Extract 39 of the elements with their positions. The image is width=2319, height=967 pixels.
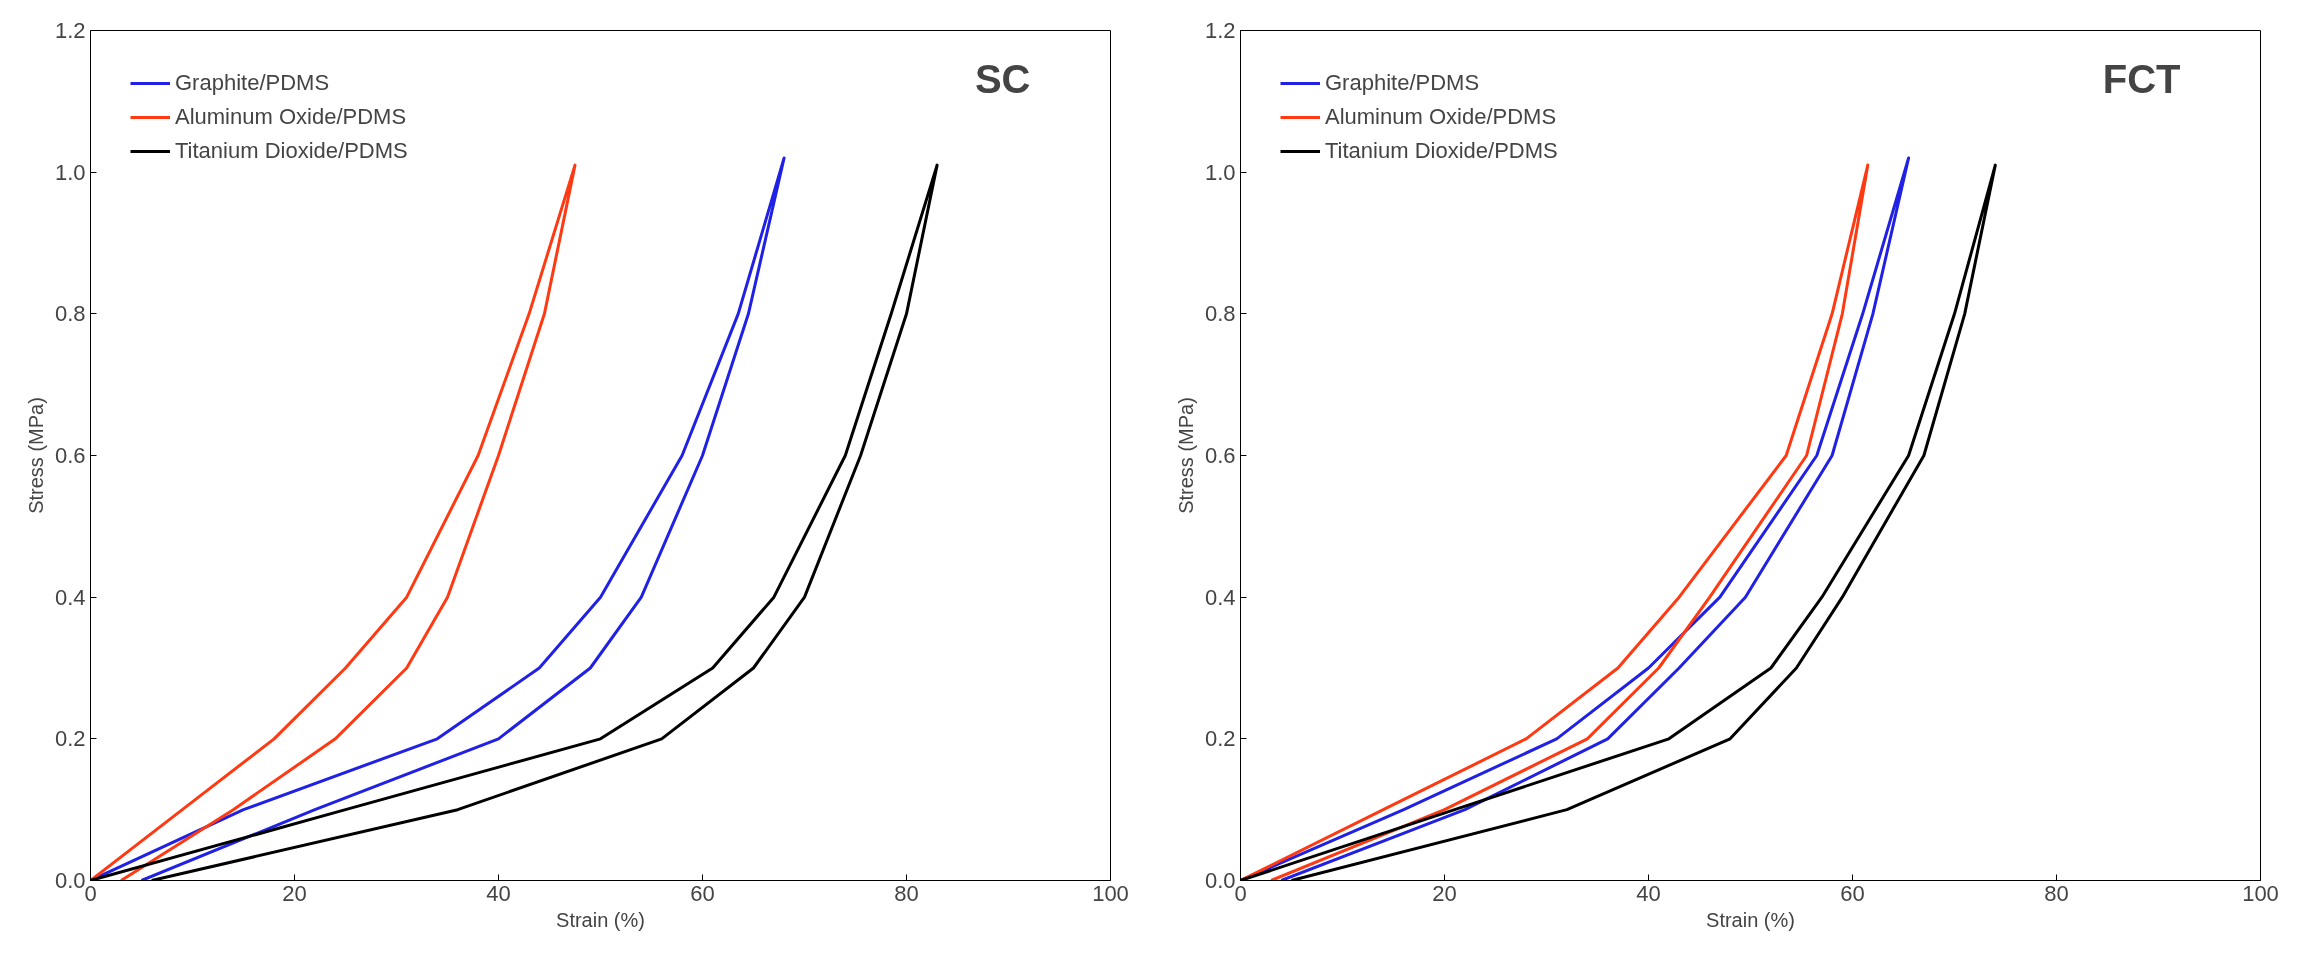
x-axis-title: Strain (%) [1706, 908, 1795, 931]
annotation: SC [974, 56, 1031, 101]
x-tick-label: 100 [1092, 880, 1129, 906]
x-tick-label: 0 [84, 880, 97, 906]
x-tick-label: 60 [1840, 880, 1865, 906]
y-tick-label: 0.8 [54, 301, 86, 327]
legend-label: Graphite/PDMS [1325, 70, 1480, 96]
x-axis-title: Strain (%) [556, 908, 645, 931]
x-tick-label: 40 [1636, 880, 1661, 906]
y-tick-label: 0.6 [1204, 443, 1236, 468]
annotation: FCT [2102, 56, 2181, 101]
y-tick-label: 0.0 [1204, 868, 1236, 893]
legend-label: Aluminum Oxide/PDMS [1325, 104, 1557, 130]
y-tick-label: 1.2 [54, 18, 86, 43]
x-tick-label: 20 [282, 880, 307, 906]
y-tick-label: 0.4 [1204, 584, 1236, 610]
x-tick-label: 60 [690, 880, 715, 906]
x-tick-label: 80 [2044, 880, 2069, 906]
x-tick-label: 40 [486, 880, 511, 906]
y-tick-label: 1.0 [54, 159, 86, 185]
y-tick-label: 0.6 [54, 443, 86, 468]
y-axis-title: Stress (MPa) [24, 397, 47, 514]
line-series [90, 163, 577, 881]
y-tick-label: 1.0 [1204, 159, 1236, 185]
y-tick-label: 0.8 [1204, 301, 1236, 327]
x-tick-label: 0 [1234, 880, 1247, 906]
y-tick-label: 0.4 [54, 584, 86, 610]
legend-label: Titanium Dioxide/PDMS [175, 138, 408, 164]
legend-label: Aluminum Oxide/PDMS [175, 104, 407, 130]
y-tick-label: 0.0 [54, 868, 86, 893]
y-axis-title: Stress (MPa) [1174, 397, 1197, 514]
y-tick-label: 1.2 [1204, 18, 1236, 43]
y-tick-label: 0.2 [54, 726, 86, 752]
legend-label: Titanium Dioxide/PDMS [1325, 138, 1558, 164]
x-tick-label: 80 [894, 880, 919, 906]
x-tick-label: 100 [2242, 880, 2279, 906]
y-tick-label: 0.2 [1204, 726, 1236, 752]
legend-label: Graphite/PDMS [175, 70, 330, 96]
x-tick-label: 20 [1432, 880, 1457, 906]
